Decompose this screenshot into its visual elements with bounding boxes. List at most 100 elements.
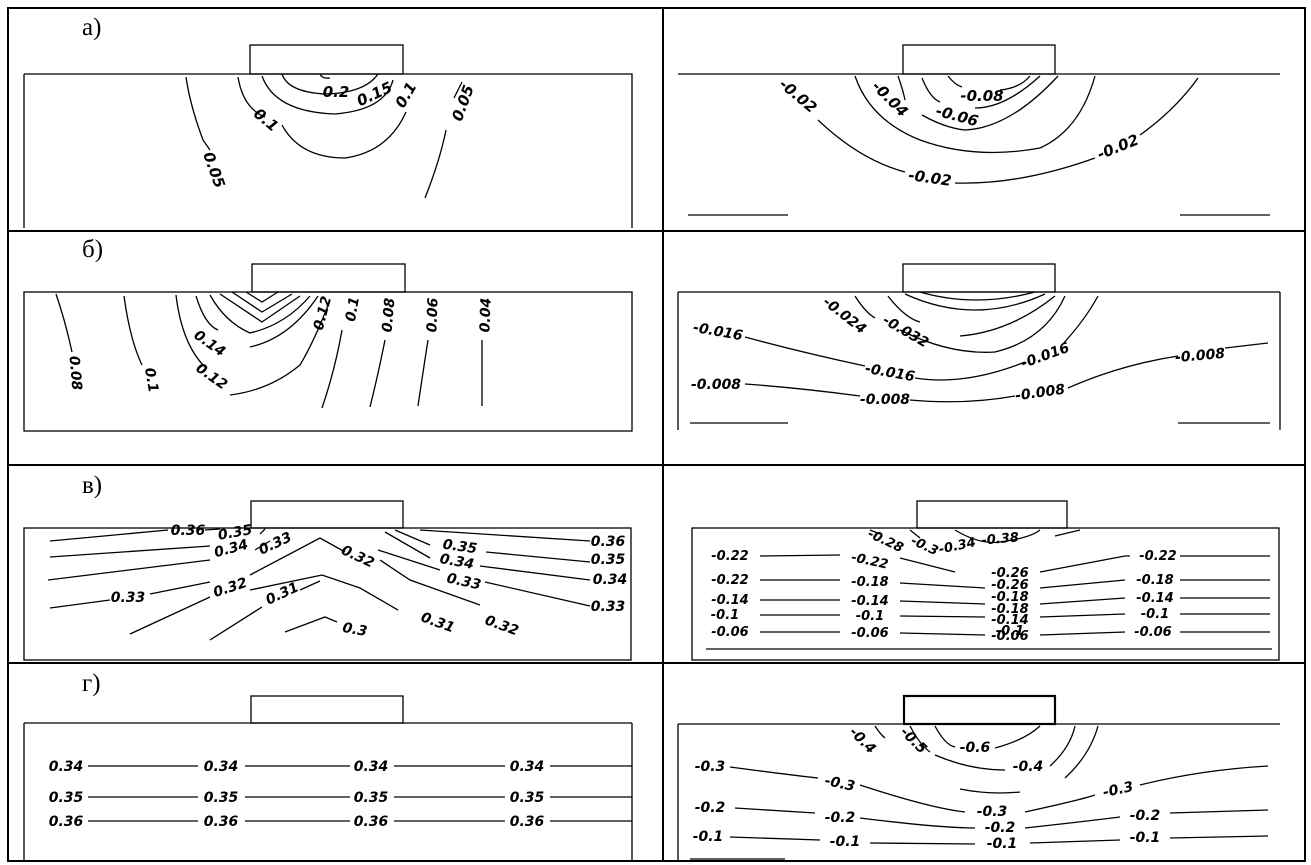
row-label-b: б) <box>82 236 103 264</box>
table-border <box>8 8 1305 861</box>
contour-line <box>285 617 337 632</box>
contour-label: -0.4 <box>1013 759 1044 775</box>
contour-label: -0.3 <box>908 534 940 560</box>
contour-label: 0.34 <box>354 759 389 775</box>
contour-label: 0.36 <box>49 814 84 830</box>
contour-line <box>56 294 72 352</box>
contour-label: 0.14 <box>191 327 228 360</box>
contour-label: 0.35 <box>204 790 239 806</box>
contour-line <box>1180 556 1270 632</box>
contour-label: 0.32 <box>211 575 249 601</box>
contour-label: 0.06 <box>424 297 441 332</box>
contour-label: -0.5 <box>897 724 930 757</box>
contour-label: -0.3 <box>977 804 1008 820</box>
contour-label: -0.38 <box>981 530 1020 548</box>
contour-label: -0.1 <box>987 836 1018 852</box>
contour-label: 0.31 <box>419 610 457 637</box>
contour-label: 0.1 <box>392 79 421 111</box>
contour-line <box>370 340 385 407</box>
contour-label: -0.008 <box>691 377 741 393</box>
contour-label: -0.2 <box>825 810 856 826</box>
panel-b-right: -0.024 -0.032 -0.016 -0.016 -0.016 -0.00… <box>678 264 1280 430</box>
contour-label: 0.3 <box>341 620 368 640</box>
contour-line <box>220 294 300 322</box>
contour-label: 0.34 <box>204 759 239 775</box>
contour-label: -0.18 <box>851 575 888 590</box>
contour-label: -0.08 <box>960 87 1003 105</box>
contour-label: -0.024 <box>820 294 869 337</box>
contour-label: 0.1 <box>343 296 363 323</box>
contour-label: -0.14 <box>851 594 888 609</box>
contour-label: 0.1 <box>250 105 282 136</box>
contour-label: -0.016 <box>864 361 916 386</box>
contour-label: 0.36 <box>510 814 545 830</box>
contour-label: 0.36 <box>354 814 389 830</box>
contour-label: 0.15 <box>354 78 395 110</box>
contour-label: -0.1 <box>693 829 724 845</box>
contour-label: -0.6 <box>960 740 991 756</box>
contour-label: 0.36 <box>591 534 626 550</box>
contour-label: -0.2 <box>1130 808 1161 824</box>
panel-v-right: -0.28 -0.3 -0.34 -0.38 -0.26 -0.22 -0.22… <box>692 501 1279 660</box>
contour-label: 0.33 <box>111 590 146 606</box>
contour-label: -0.4 <box>846 724 879 757</box>
contour-line <box>760 598 1125 604</box>
contour-label: 0.34 <box>49 759 84 775</box>
contour-label: -0.18 <box>1136 573 1173 588</box>
contour-label: 0.35 <box>591 552 626 568</box>
contour-label: -0.02 <box>907 166 952 190</box>
foundation-box <box>903 264 1055 292</box>
row-label-a: а) <box>82 14 101 42</box>
contour-label: 0.12 <box>193 360 230 393</box>
contour-label: 0.36 <box>171 523 206 539</box>
row-label-g: г) <box>82 670 101 698</box>
contour-label: 0.2 <box>323 83 350 101</box>
contour-label: -0.3 <box>695 759 726 775</box>
foundation-box <box>250 45 403 74</box>
contour-line <box>760 555 1130 572</box>
contour-line <box>322 330 342 408</box>
foundation-box <box>903 45 1055 74</box>
contour-line <box>760 614 1125 617</box>
contour-label: -0.1 <box>711 608 739 623</box>
contour-label: -0.22 <box>850 550 890 572</box>
contour-label: 0.32 <box>339 542 377 571</box>
foundation-box <box>251 501 403 528</box>
contour-label: -0.008 <box>860 392 910 408</box>
contour-label: -0.22 <box>1139 549 1176 564</box>
row-label-v: в) <box>82 472 102 500</box>
contour-line <box>50 538 345 608</box>
contour-label: 0.1 <box>141 367 161 394</box>
contour-line <box>910 726 1098 793</box>
contour-label: -0.14 <box>711 593 748 608</box>
contour-label: -0.02 <box>776 75 821 117</box>
contour-label: 0.05 <box>448 83 478 124</box>
contour-label: -0.06 <box>851 626 888 641</box>
contour-label: -0.016 <box>692 320 744 345</box>
contour-label: -0.28 <box>865 527 905 556</box>
contour-line <box>186 77 210 150</box>
panel-b-left: 0.14 0.12 0.12 0.1 0.1 0.08 0.08 0.06 0.… <box>24 264 632 431</box>
contour-label: 0.35 <box>354 790 389 806</box>
contour-label: -0.008 <box>1014 382 1066 405</box>
contour-label: 0.35 <box>510 790 545 806</box>
contour-label: -0.22 <box>711 573 748 588</box>
contour-label: 0.36 <box>204 814 239 830</box>
contour-label: -0.06 <box>711 625 748 640</box>
foundation-box <box>917 501 1067 528</box>
foundation-box <box>904 696 1055 724</box>
contour-label: -0.2 <box>695 800 726 816</box>
panel-v-left: 0.36 0.35 0.34 0.33 0.33 0.32 0.31 0.32 … <box>24 501 631 660</box>
contour-label: 0.05 <box>199 150 229 191</box>
contour-label: -0.3 <box>823 773 856 795</box>
contour-label: 0.34 <box>510 759 545 775</box>
contour-label: 0.08 <box>380 297 399 333</box>
panel-a-right: -0.08 -0.06 -0.04 -0.02 -0.02 -0.02 <box>678 45 1280 215</box>
contour-label: 0.33 <box>591 599 626 615</box>
contour-label: -0.1 <box>856 609 884 624</box>
contour-label: -0.06 <box>934 102 980 131</box>
contour-label: -0.1 <box>830 834 861 850</box>
foundation-box <box>251 696 403 723</box>
contour-label: -0.06 <box>1134 625 1171 640</box>
